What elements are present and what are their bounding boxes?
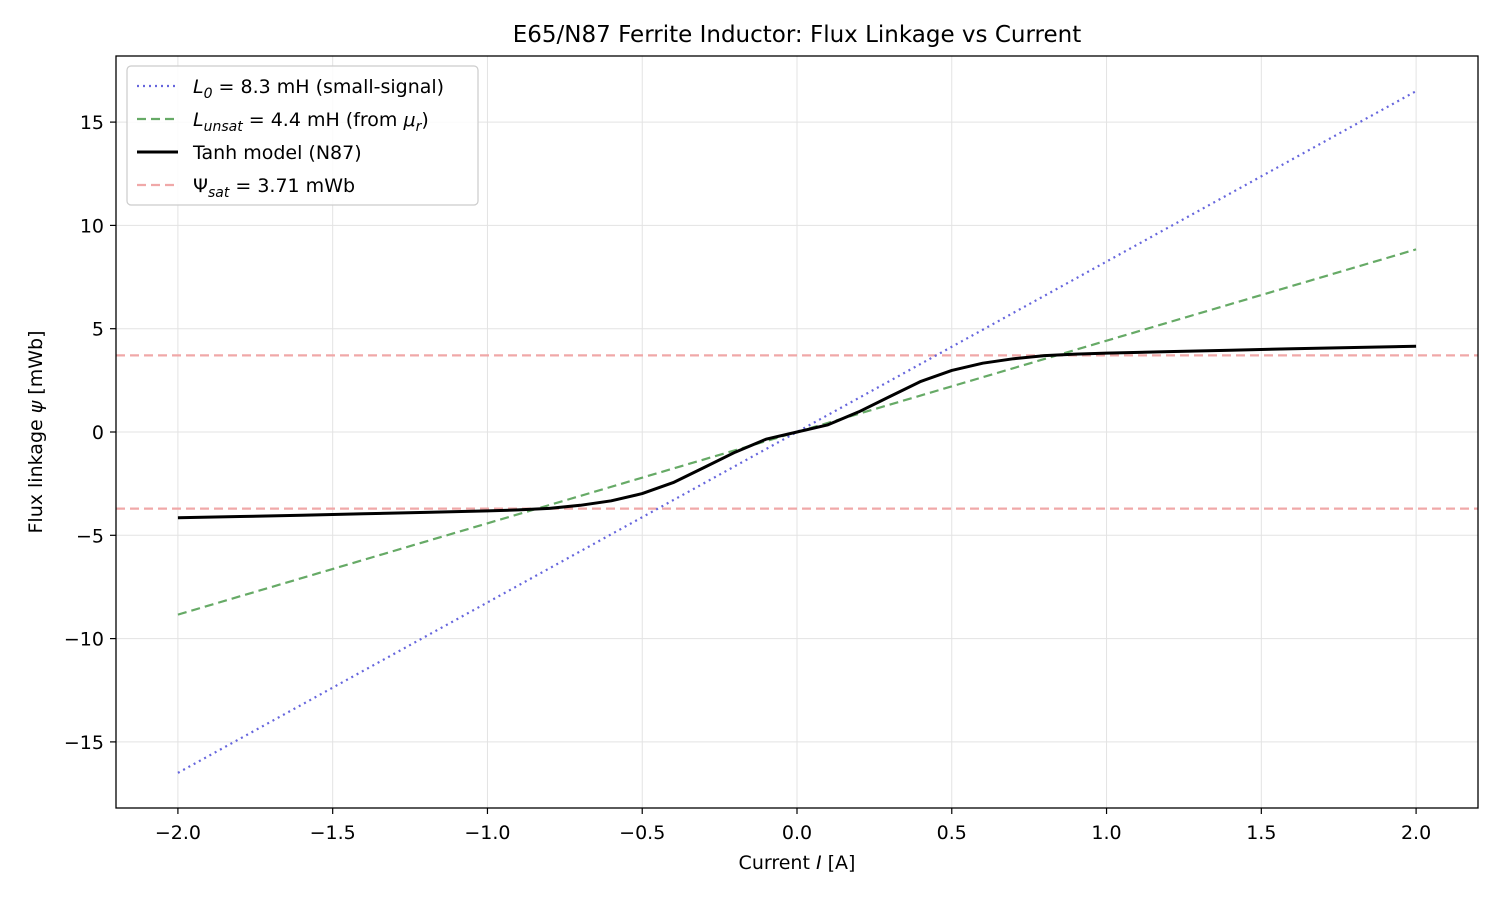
- legend-box: [126, 65, 479, 206]
- y-tick-label: 10: [80, 215, 104, 237]
- legend-entry-label: Lunsat = 4.4 mH (from μr): [193, 109, 429, 135]
- y-tick-label: 5: [92, 319, 104, 341]
- tanh-model-curve: [177, 344, 1417, 520]
- x-tick-label: −1.0: [464, 822, 510, 844]
- series-layer: [116, 90, 1478, 774]
- legend-entry-label: L0 = 8.3 mH (small-signal): [193, 76, 444, 102]
- x-tick-label: 1.5: [1246, 822, 1276, 844]
- x-axis-label-var: I: [816, 852, 822, 874]
- y-tick-label: −10: [64, 629, 104, 651]
- legend-entry-label: Tanh model (N87): [192, 142, 362, 164]
- x-axis-ticks: −2.0 −1.5 −1.0 −0.5 0.0 0.5 1.0 1.5 2.0: [155, 808, 1431, 844]
- y-axis-ticks: −15 −10 −5 0 5 10 15: [64, 112, 116, 754]
- y-tick-label: −5: [76, 525, 104, 547]
- y-tick-label: 15: [80, 112, 104, 134]
- legend-entry-label: Ψsat = 3.71 mWb: [193, 175, 355, 201]
- x-tick-label: −0.5: [619, 822, 665, 844]
- x-tick-label: −2.0: [155, 822, 201, 844]
- x-axis-label-prefix: Current: [739, 852, 816, 874]
- y-tick-label: 0: [92, 422, 104, 444]
- x-axis-label-suffix: [A]: [822, 852, 856, 874]
- x-tick-label: 0.5: [937, 822, 967, 844]
- y-axis-label-suffix: [mWb]: [25, 330, 47, 400]
- series-line-0: [177, 90, 1417, 774]
- y-axis-label: Flux linkage ψ [mWb]: [25, 330, 47, 533]
- x-tick-label: 0.0: [782, 822, 812, 844]
- y-axis-label-var: ψ: [25, 400, 47, 413]
- legend: L0 = 8.3 mH (small-signal) Lunsat = 4.4 m…: [126, 65, 479, 206]
- x-tick-label: 1.0: [1091, 822, 1121, 844]
- x-tick-label: 2.0: [1401, 822, 1431, 844]
- y-axis-label-prefix: Flux linkage: [25, 413, 47, 533]
- legend-items: L0 = 8.3 mH (small-signal) Lunsat = 4.4 m…: [137, 76, 444, 201]
- chart-title: E65/N87 Ferrite Inductor: Flux Linkage v…: [513, 22, 1081, 48]
- y-tick-label: −15: [64, 732, 104, 754]
- x-axis-label: Current I [A]: [739, 852, 856, 874]
- x-tick-label: −1.5: [310, 822, 356, 844]
